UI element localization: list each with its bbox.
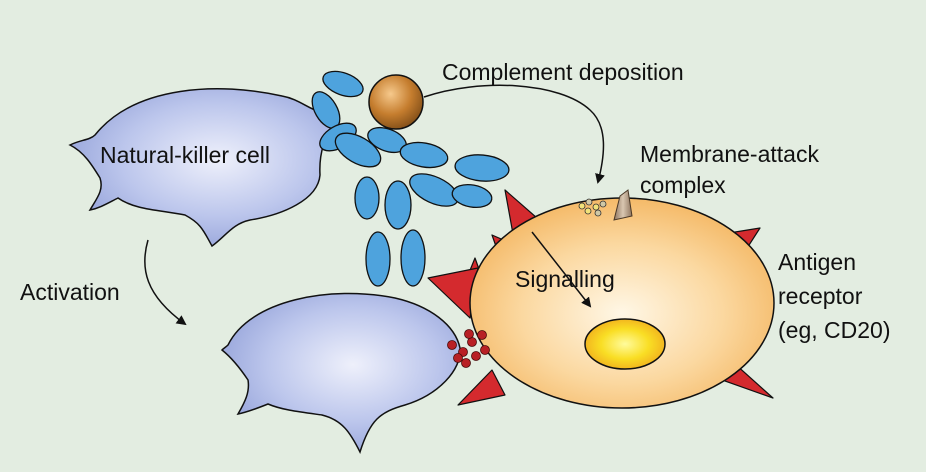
complement-fragment — [584, 207, 592, 215]
complement-fragment — [592, 203, 600, 211]
antibody-domain — [399, 141, 449, 169]
complement-deposition-label: Complement deposition — [442, 59, 684, 85]
signalling-arrow — [531, 231, 592, 308]
membrane-attack-label-line2: complex — [640, 172, 726, 198]
complement-deposition-arrow — [423, 84, 605, 184]
antibody-domain — [365, 231, 391, 287]
granule — [464, 329, 474, 339]
membrane-attack-label-line1: Membrane-attack — [640, 141, 819, 167]
antibody-domain — [451, 183, 493, 209]
natural-killer-cell-top — [68, 88, 340, 248]
antibody-domain — [322, 70, 364, 98]
mac-pore — [613, 189, 633, 221]
granule — [477, 330, 487, 340]
antibody-domain — [454, 154, 510, 182]
complement-fragment — [585, 198, 593, 206]
complement-fragment — [599, 200, 607, 208]
antigen-receptor-label-line3: (eg, CD20) — [778, 317, 890, 343]
antibody-domain — [384, 180, 412, 230]
cytotoxic-granules — [447, 329, 490, 368]
granule — [461, 358, 471, 368]
complement-fragment — [594, 209, 602, 217]
membrane-attack-complex — [578, 189, 633, 221]
antigen-receptor-label-line2: receptor — [778, 283, 863, 309]
target-cell — [469, 197, 775, 409]
activation-label: Activation — [20, 279, 120, 305]
antibody-domain — [354, 176, 380, 220]
antigen-receptor-spike — [457, 369, 506, 406]
antigen-receptor-label-line1: Antigen — [778, 249, 856, 275]
antibody-domain — [334, 132, 382, 168]
granule — [447, 340, 457, 350]
granule — [480, 345, 490, 355]
complement-fragment — [578, 202, 586, 210]
antibody-domain — [400, 229, 426, 287]
natural-killer-cell-bottom — [220, 292, 461, 454]
activation-arrow — [144, 239, 187, 326]
nucleus — [584, 318, 666, 370]
complement-fragments — [578, 198, 607, 217]
nk-cell-label: Natural-killer cell — [100, 142, 270, 168]
antibody — [311, 70, 510, 287]
granule — [471, 351, 481, 361]
granule — [453, 353, 463, 363]
complement-sphere — [368, 74, 424, 130]
signalling-label: Signalling — [515, 266, 615, 292]
